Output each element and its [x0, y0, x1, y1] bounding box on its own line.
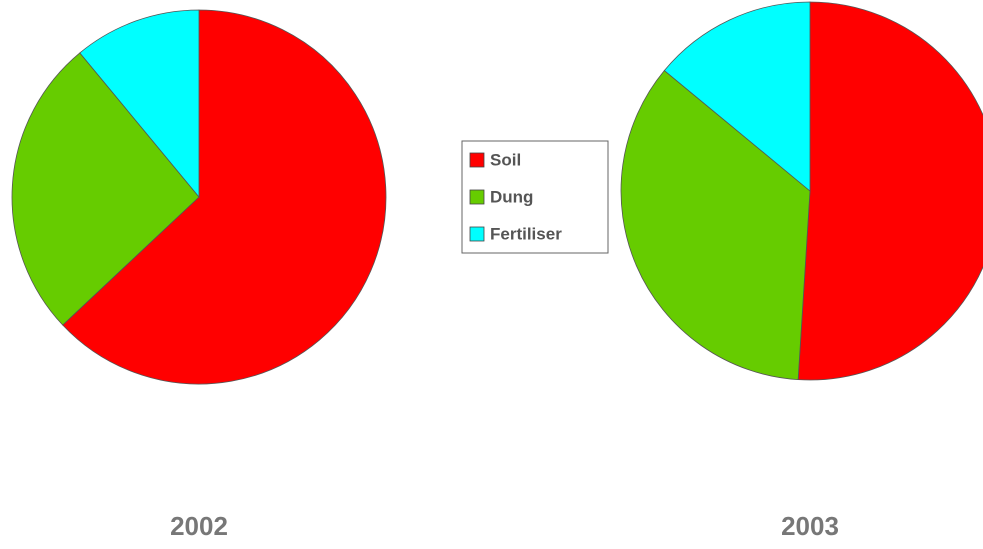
pie-slice: [79, 9, 200, 199]
legend-swatch: [469, 152, 485, 168]
legend-box: [461, 140, 609, 254]
pie-slice: [797, 1, 983, 381]
legend-label: Soil: [490, 150, 521, 169]
pie-slice: [62, 9, 387, 385]
pie-slice: [663, 1, 811, 192]
chart-title: 2003: [781, 511, 839, 541]
legend-label: Dung: [490, 187, 533, 206]
legend-label: Fertiliser: [490, 224, 562, 243]
pie-slice: [11, 52, 200, 326]
legend-swatch: [469, 226, 485, 242]
chart-title: 2002: [170, 511, 228, 541]
pie-slice: [620, 69, 811, 381]
legend-swatch: [469, 189, 485, 205]
